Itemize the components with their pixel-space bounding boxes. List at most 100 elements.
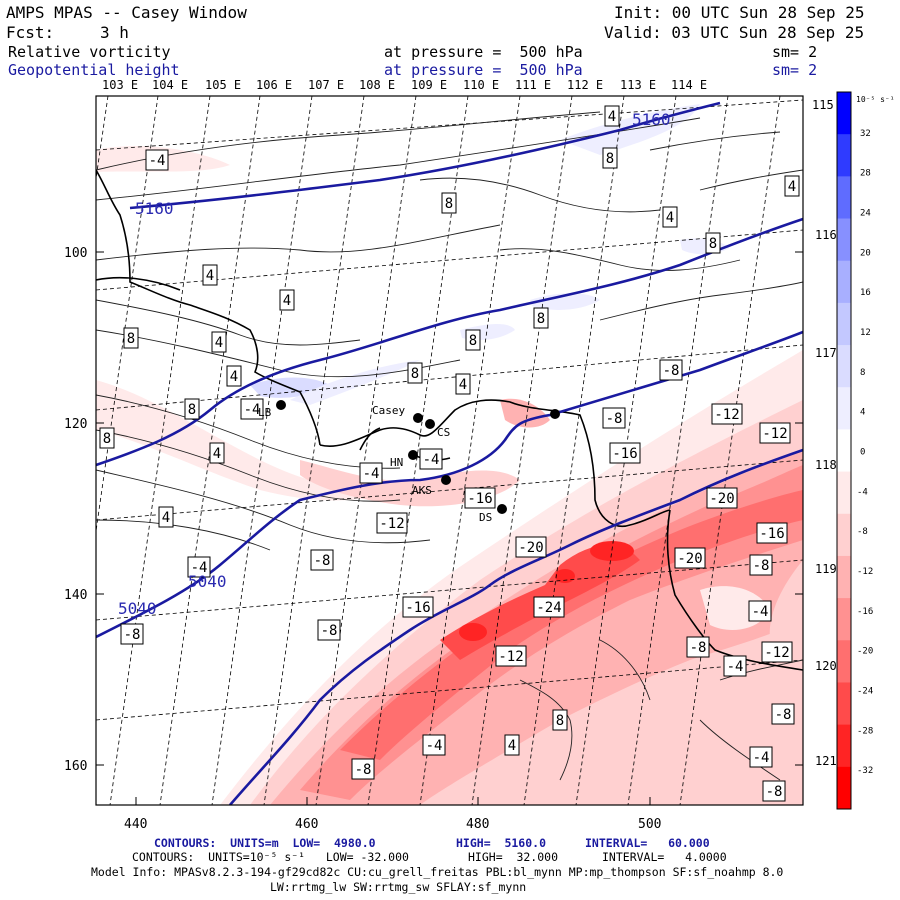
- height-label: 5040: [118, 599, 157, 618]
- svg-text:8: 8: [469, 333, 477, 349]
- y-tick-label: 100: [64, 246, 87, 261]
- lon-label-top: 113 E: [620, 78, 657, 92]
- colorbar-segment: [837, 724, 851, 768]
- lon-label-top: 108 E: [359, 78, 396, 92]
- colorbar-label: -16: [857, 607, 873, 617]
- x-tick-label: 460: [295, 817, 318, 832]
- colorbar-label: 0: [860, 448, 865, 458]
- svg-text:4: 4: [162, 510, 170, 526]
- colorbar-segment: [837, 134, 851, 177]
- svg-text:-8: -8: [690, 640, 707, 656]
- contour-value-label: 4: [226, 365, 242, 387]
- svg-text:-12: -12: [764, 645, 789, 661]
- contour-value-label: -8: [771, 703, 795, 725]
- station-marker: [550, 409, 560, 419]
- contour-value-label: 8: [407, 362, 423, 384]
- footer-height-high: HIGH= 5160.0: [456, 836, 547, 850]
- colorbar-label: 12: [860, 328, 871, 338]
- svg-text:DS: DS: [479, 511, 492, 524]
- footer-height-contours: CONTOURS: UNITS=m LOW= 4980.0: [154, 836, 376, 850]
- svg-text:-4: -4: [244, 402, 261, 418]
- axis-ticks: [96, 251, 803, 805]
- contour-value-label: -12: [761, 641, 793, 663]
- svg-text:4: 4: [788, 179, 796, 195]
- contour-value-label: -20: [515, 536, 547, 558]
- station-cs: CS: [425, 419, 450, 439]
- svg-text:-8: -8: [321, 623, 338, 639]
- svg-text:-8: -8: [775, 707, 792, 723]
- station-casey: Casey: [372, 404, 423, 423]
- colorbar-label: -20: [857, 647, 873, 657]
- colorbar-label: 8: [860, 368, 865, 378]
- svg-text:CS: CS: [437, 426, 450, 439]
- svg-text:-24: -24: [536, 600, 561, 616]
- colorbar-segment: [837, 598, 851, 641]
- contour-value-label: -16: [464, 487, 496, 509]
- contour-value-label: -4: [723, 655, 747, 677]
- meridian-line: [263, 96, 365, 805]
- contour-value-label: -4: [359, 462, 383, 484]
- contour-value-label: 4: [504, 734, 520, 756]
- svg-text:4: 4: [283, 293, 291, 309]
- y-tick-label: 140: [64, 588, 87, 603]
- contour-value-label: 8: [705, 232, 721, 254]
- footer-height-interval: INTERVAL= 60.000: [585, 836, 710, 850]
- svg-text:-16: -16: [405, 600, 430, 616]
- lon-label-top: 104 E: [152, 78, 189, 92]
- colorbar-label: 4: [860, 408, 865, 418]
- contour-value-label: 4: [202, 264, 218, 286]
- contour-value-label: -4: [419, 448, 443, 470]
- svg-text:8: 8: [606, 151, 614, 167]
- contour-value-label: -8: [310, 549, 334, 571]
- contour-value-label: -16: [609, 442, 641, 464]
- svg-text:-4: -4: [191, 560, 208, 576]
- contour-labels: 4 -4 8 8 4 4 8 4 4 8 8 4 8 8 4 -8 4 8 -4 8 -8 -12 -12 4 -4 -4 -16 -…: [99, 105, 800, 802]
- contour-value-label: -24: [533, 596, 565, 618]
- parallel-line: [96, 559, 803, 621]
- contour-value-label: 8: [99, 427, 115, 449]
- contour-value-label: 8: [552, 709, 568, 731]
- parallel-line: [96, 99, 803, 151]
- colorbar-label: -4: [857, 487, 868, 497]
- colorbar-label: 16: [860, 288, 871, 298]
- contour-value-label: -12: [711, 403, 743, 425]
- svg-text:-8: -8: [663, 363, 680, 379]
- init-time: Init: 00 UTC Sun 28 Sep 25: [614, 3, 865, 22]
- svg-text:-8: -8: [753, 558, 770, 574]
- height-label: 5160: [135, 199, 174, 218]
- colorbar-segment: [837, 471, 851, 515]
- colorbar-label: 32: [860, 129, 871, 139]
- contour-value-label: -8: [351, 758, 375, 780]
- vorticity-fill-negative: [96, 145, 803, 805]
- svg-text:8: 8: [537, 311, 545, 327]
- lon-label-top: 111 E: [515, 78, 552, 92]
- lon-label-top: 105 E: [205, 78, 242, 92]
- svg-text:8: 8: [411, 366, 419, 382]
- colorbar-segment: [837, 766, 851, 810]
- contour-value-label: -8: [686, 636, 710, 658]
- svg-text:4: 4: [213, 446, 221, 462]
- lon-label-top: 106 E: [256, 78, 293, 92]
- svg-text:-16: -16: [467, 491, 492, 507]
- map-title: AMPS MPAS -- Casey Window: [6, 3, 247, 22]
- y-tick-label: 160: [64, 759, 87, 774]
- coastline: [96, 169, 803, 671]
- contour-value-label: -4: [749, 746, 773, 768]
- svg-text:AKS: AKS: [412, 484, 432, 497]
- svg-text:-12: -12: [762, 426, 787, 442]
- colorbar-segment: [837, 176, 851, 220]
- colorbar-segment: [837, 345, 851, 388]
- colorbar-label: 20: [860, 248, 871, 258]
- svg-text:HN: HN: [390, 456, 403, 469]
- svg-text:-4: -4: [727, 659, 744, 675]
- contour-value-label: 8: [184, 398, 200, 420]
- field2-smooth: sm= 2: [772, 61, 818, 79]
- svg-text:8: 8: [709, 236, 717, 252]
- svg-text:8: 8: [445, 196, 453, 212]
- height-label: 5040: [188, 572, 227, 591]
- colorbar-segment: [837, 513, 851, 557]
- contour-value-label: -16: [402, 596, 434, 618]
- colorbar: 10⁻⁵ s⁻¹ 32 28 24 20 16 12 8 4 0 -4 -8 -12 -16 -20 -24 -…: [836, 91, 895, 810]
- contour-value-label: -8: [317, 619, 341, 641]
- lon-label-top: 112 E: [567, 78, 604, 92]
